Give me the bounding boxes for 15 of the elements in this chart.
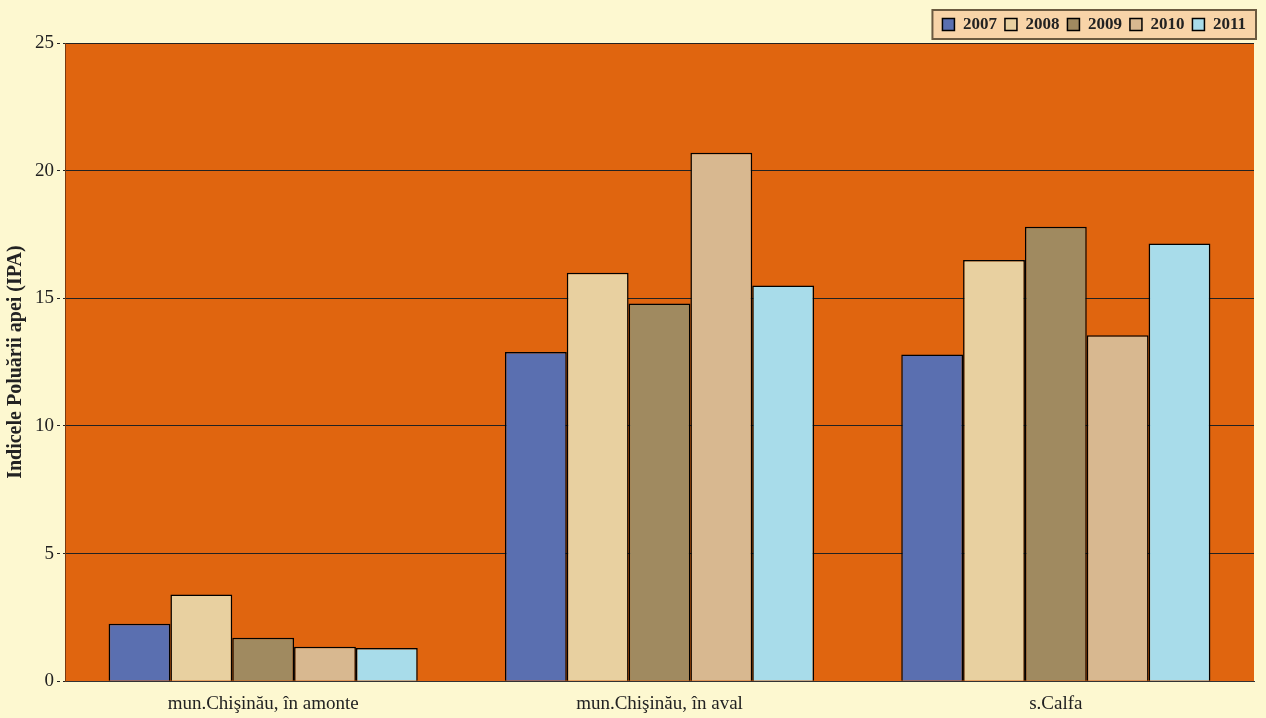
x-tick-label: s.Calfa [1029, 691, 1084, 713]
y-tick-label: 5 [44, 541, 54, 563]
y-tick-label: 20 [35, 158, 54, 180]
legend-label: 2008 [1025, 13, 1060, 33]
y-tick-label: 15 [35, 286, 54, 308]
y-tick-label: 10 [35, 413, 54, 435]
y-tick-label: 25 [35, 30, 54, 52]
legend-label: 2010 [1150, 13, 1185, 33]
legend-label: 2011 [1212, 13, 1246, 33]
legend-label: 2009 [1087, 13, 1122, 33]
legend-label: 2007 [962, 13, 998, 33]
x-tick-label: mun.Chişinău, în amonte [167, 691, 359, 713]
y-axis-title: Indicele Poluării apei (IPA) [3, 245, 27, 479]
x-tick-label: mun.Chişinău, în aval [576, 691, 743, 713]
y-tick-label: 0 [44, 669, 54, 691]
